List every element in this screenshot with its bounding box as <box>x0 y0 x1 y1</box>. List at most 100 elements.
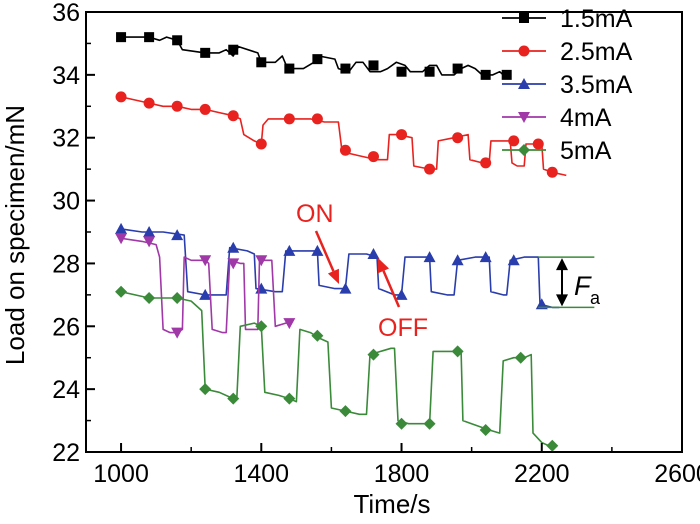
legend-entry-2.5mA: 2.5mA <box>502 38 633 66</box>
series-1.5mA <box>116 32 512 80</box>
data-point-2.5mA-2 <box>171 100 183 112</box>
data-point-2.5mA-3 <box>199 103 211 115</box>
data-point-2.5mA-11 <box>424 163 436 175</box>
legend-marker-5mA <box>518 144 530 156</box>
data-point-2.5mA-6 <box>283 113 295 125</box>
data-point-4mA-2 <box>171 327 184 339</box>
data-point-3.5mA-11 <box>423 251 436 263</box>
x-tick-label-2200: 2200 <box>514 460 570 488</box>
data-point-4mA-5 <box>255 255 268 267</box>
legend-marker-4mA <box>518 112 530 123</box>
data-point-3.5mA-3 <box>199 288 212 300</box>
legend-marker-2.5mA <box>518 45 530 57</box>
data-point-4mA-3 <box>199 255 212 267</box>
legend: 1.5mA 2.5mA 3.5mA 4mA 5mA <box>502 5 633 165</box>
data-point-5mA-14 <box>514 351 527 364</box>
fa-arrow-up-head <box>556 258 568 271</box>
data-point-3.5mA-10 <box>395 288 408 300</box>
fa-subscript: a <box>590 288 601 308</box>
x-axis-title: Time/s <box>353 489 430 519</box>
y-axis-title: Load on specimen/mN <box>0 105 30 365</box>
data-point-3.5mA-14 <box>507 254 520 266</box>
on-arrow-shaft <box>314 230 335 272</box>
data-point-1.5mA-12 <box>452 63 463 74</box>
series-2.5mA <box>115 91 567 178</box>
data-point-5mA-1 <box>143 292 156 304</box>
data-point-2.5mA-7 <box>311 113 323 125</box>
data-point-2.5mA-1 <box>143 97 155 109</box>
data-point-1.5mA-9 <box>368 60 379 71</box>
data-point-1.5mA-0 <box>116 32 127 43</box>
data-point-5mA-2 <box>171 292 184 304</box>
data-point-1.5mA-3 <box>200 47 211 58</box>
data-point-3.5mA-7 <box>311 244 324 256</box>
legend-label-3.5mA: 3.5mA <box>560 71 633 99</box>
data-point-5mA-15 <box>546 439 559 452</box>
x-tick-label-1400: 1400 <box>233 460 289 488</box>
data-point-3.5mA-12 <box>451 254 464 266</box>
on-label: ON <box>296 200 334 228</box>
data-point-2.5mA-5 <box>255 138 267 150</box>
fa-label: F <box>574 271 592 301</box>
legend-label-2.5mA: 2.5mA <box>560 38 633 66</box>
data-point-3.5mA-4 <box>227 241 240 253</box>
data-point-2.5mA-14 <box>508 135 520 147</box>
legend-label-4mA: 4mA <box>560 104 612 132</box>
axes: 1000 1400 1800 2200 2600 22 24 26 28 30 32 34 36 <box>52 0 700 488</box>
y-tick-label-24: 24 <box>52 376 80 404</box>
data-point-3.5mA-0 <box>115 222 128 234</box>
data-point-4mA-4 <box>227 258 240 270</box>
data-point-2.5mA-15 <box>532 138 544 150</box>
y-tick-label-36: 36 <box>52 0 80 27</box>
legend-entry-1.5mA: 1.5mA <box>502 5 633 33</box>
data-point-2.5mA-4 <box>227 110 239 122</box>
data-point-5mA-7 <box>311 329 324 342</box>
data-point-2.5mA-8 <box>339 144 351 156</box>
data-point-2.5mA-9 <box>367 151 379 163</box>
data-point-2.5mA-12 <box>452 132 464 144</box>
y-tick-label-26: 26 <box>52 313 80 341</box>
data-point-1.5mA-4 <box>228 44 239 55</box>
data-point-3.5mA-15 <box>535 298 548 310</box>
y-tick-label-28: 28 <box>52 250 80 278</box>
x-tick-label-1000: 1000 <box>93 460 149 488</box>
data-point-3.5mA-9 <box>367 248 380 259</box>
legend-entry-4mA: 4mA <box>502 104 612 132</box>
data-point-3.5mA-13 <box>479 251 492 263</box>
data-point-1.5mA-13 <box>480 69 491 80</box>
legend-label-1.5mA: 1.5mA <box>560 5 633 33</box>
data-point-1.5mA-6 <box>284 63 295 74</box>
data-point-2.5mA-16 <box>546 166 558 178</box>
on-arrow-head <box>327 268 339 284</box>
x-tick-label-2600: 2600 <box>654 460 700 488</box>
off-arrow-head <box>378 258 390 274</box>
data-point-4mA-1 <box>143 236 156 248</box>
data-point-3.5mA-6 <box>283 244 296 256</box>
data-point-2.5mA-0 <box>115 91 127 103</box>
y-tick-label-22: 22 <box>52 439 80 467</box>
data-point-1.5mA-7 <box>312 54 323 65</box>
data-point-1.5mA-5 <box>256 57 267 68</box>
x-tick-label-1800: 1800 <box>374 460 430 488</box>
series-line-4mA <box>120 237 290 334</box>
y-tick-label-30: 30 <box>52 188 80 216</box>
data-point-4mA-6 <box>283 318 296 330</box>
data-point-1.5mA-2 <box>172 35 183 46</box>
fa-arrow-down-head <box>556 294 568 307</box>
off-label: OFF <box>378 314 428 342</box>
data-point-1.5mA-10 <box>396 66 407 77</box>
data-point-5mA-3 <box>199 383 212 396</box>
data-point-5mA-6 <box>283 392 296 405</box>
data-point-1.5mA-11 <box>424 66 435 77</box>
data-point-5mA-11 <box>423 417 436 430</box>
data-point-1.5mA-14 <box>501 69 512 80</box>
data-point-3.5mA-2 <box>171 229 184 241</box>
data-point-5mA-4 <box>227 392 240 405</box>
legend-entry-5mA: 5mA <box>502 137 612 165</box>
plot-series <box>115 32 567 452</box>
data-point-4mA-0 <box>115 233 128 245</box>
series-line-3.5mA <box>120 228 560 309</box>
data-point-1.5mA-1 <box>144 32 155 43</box>
data-point-5mA-9 <box>367 348 380 361</box>
